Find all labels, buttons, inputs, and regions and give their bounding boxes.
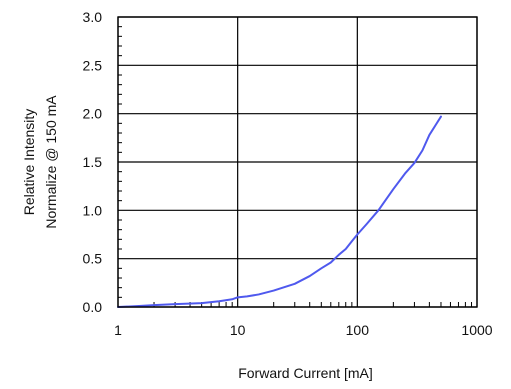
x-tick-label: 1 (114, 322, 122, 338)
x-axis-title: Forward Current [mA] (238, 365, 373, 381)
y-tick-label: 1.5 (83, 154, 103, 170)
y-axis-title-line1: Relative Intensity (21, 109, 37, 216)
y-tick-label: 3.0 (83, 9, 103, 25)
y-tick-label: 1.0 (83, 202, 103, 218)
grid-layer (117, 16, 478, 308)
y-axis-title-line2: Normalize @ 150 mA (43, 95, 59, 229)
x-tick-label: 10 (230, 322, 246, 338)
minor-tick-layer (118, 26, 473, 307)
plot-frame (117, 16, 478, 308)
y-tick-label: 2.5 (83, 57, 103, 73)
y-tick-label: 0.5 (83, 251, 103, 267)
y-tick-label: 0.0 (83, 299, 103, 315)
y-tick-label: 2.0 (83, 106, 103, 122)
x-tick-label: 1000 (461, 322, 492, 338)
tick-label-layer: 1 10 100 1000 0.0 0.5 1.0 1.5 2.0 2.5 3.0 (83, 9, 493, 338)
x-tick-label: 100 (346, 322, 370, 338)
series-layer (117, 115, 442, 308)
series-line (117, 115, 442, 308)
